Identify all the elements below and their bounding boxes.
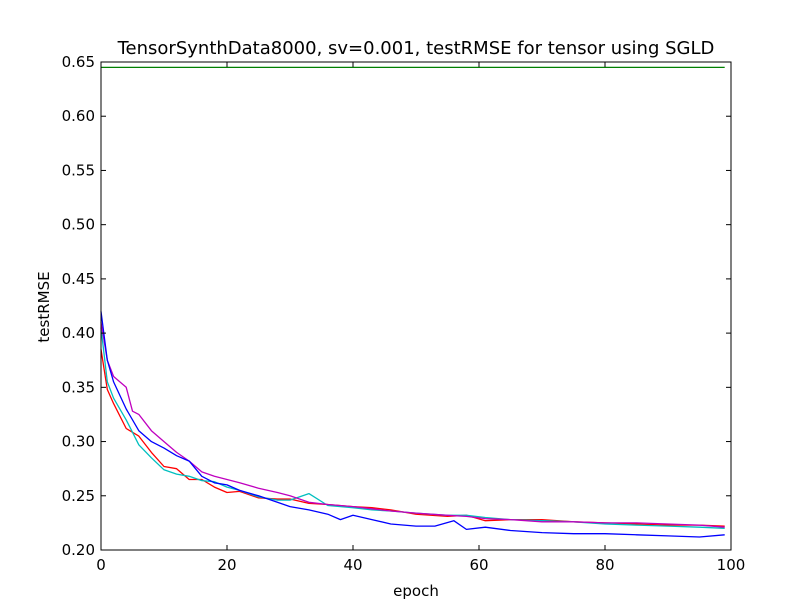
x-tick-label: 100 [717,556,746,574]
x-tick-label: 20 [217,556,236,574]
x-axis-label: epoch [393,582,439,600]
y-tick-label: 0.35 [62,378,95,396]
series-line-3 [100,322,725,528]
x-tick-label: 60 [469,556,488,574]
x-tick-label: 0 [96,556,106,574]
tick-layer: 0 20 40 60 80 100 0.20 0.25 0.30 0.35 0.40 0.45 0.50… [62,53,746,574]
y-axis-label: testRMSE [35,271,53,342]
series-line-4 [100,311,725,538]
x-tick-label: 80 [595,556,614,574]
y-tick-label: 0.55 [62,161,95,179]
y-tick-label: 0.30 [62,433,95,451]
y-tick-label: 0.40 [62,324,95,342]
series-layer [100,66,725,538]
y-tick-label: 0.25 [62,487,95,505]
y-tick-label: 0.20 [62,541,95,559]
y-tick-label: 0.60 [62,107,95,125]
plot-frame [100,61,732,551]
y-tick-label: 0.65 [62,53,95,71]
y-tick-label: 0.45 [62,270,95,288]
chart-title: TensorSynthData8000, sv=0.001, testRMSE … [117,38,715,59]
x-tick-label: 40 [343,556,362,574]
y-tick-label: 0.50 [62,216,95,234]
